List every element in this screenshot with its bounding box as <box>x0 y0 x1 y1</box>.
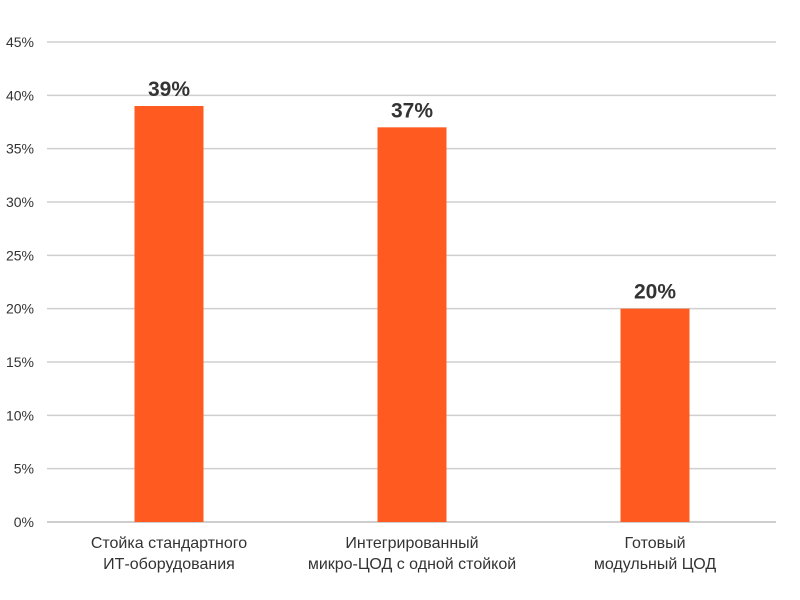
data-labels: 39% 37% 20% <box>148 78 676 304</box>
y-tick-label: 15% <box>6 354 34 370</box>
category-label: Стойка стандартного <box>91 535 247 552</box>
data-label: 20% <box>634 281 676 304</box>
category-label: модульный ЦОД <box>594 556 717 573</box>
y-tick-label: 0% <box>14 514 34 530</box>
category-label: Готовый <box>624 535 685 552</box>
y-tick-label: 40% <box>6 87 34 103</box>
y-tick-label: 35% <box>6 141 34 157</box>
category-labels: Стойка стандартного ИТ-оборудования Интегр… <box>91 535 717 573</box>
category-label: Интегрированный <box>345 535 478 552</box>
y-tick-label: 20% <box>6 301 34 317</box>
data-label: 39% <box>148 78 190 101</box>
category-label: микро-ЦОД с одной стойкой <box>308 556 516 573</box>
y-tick-label: 45% <box>6 34 34 50</box>
category-label: ИТ-оборудования <box>103 556 235 573</box>
bars <box>134 106 690 522</box>
bar <box>134 106 204 522</box>
y-tick-label: 25% <box>6 247 34 263</box>
y-tick-label: 5% <box>14 461 34 477</box>
data-label: 37% <box>391 99 433 122</box>
bar <box>377 127 447 522</box>
y-tick-label: 30% <box>6 194 34 210</box>
y-tick-label: 10% <box>6 407 34 423</box>
bar <box>620 308 690 522</box>
y-axis-ticks: 0% 5% 10% 15% 20% 25% 30% 35% 40% 45% <box>6 34 34 530</box>
